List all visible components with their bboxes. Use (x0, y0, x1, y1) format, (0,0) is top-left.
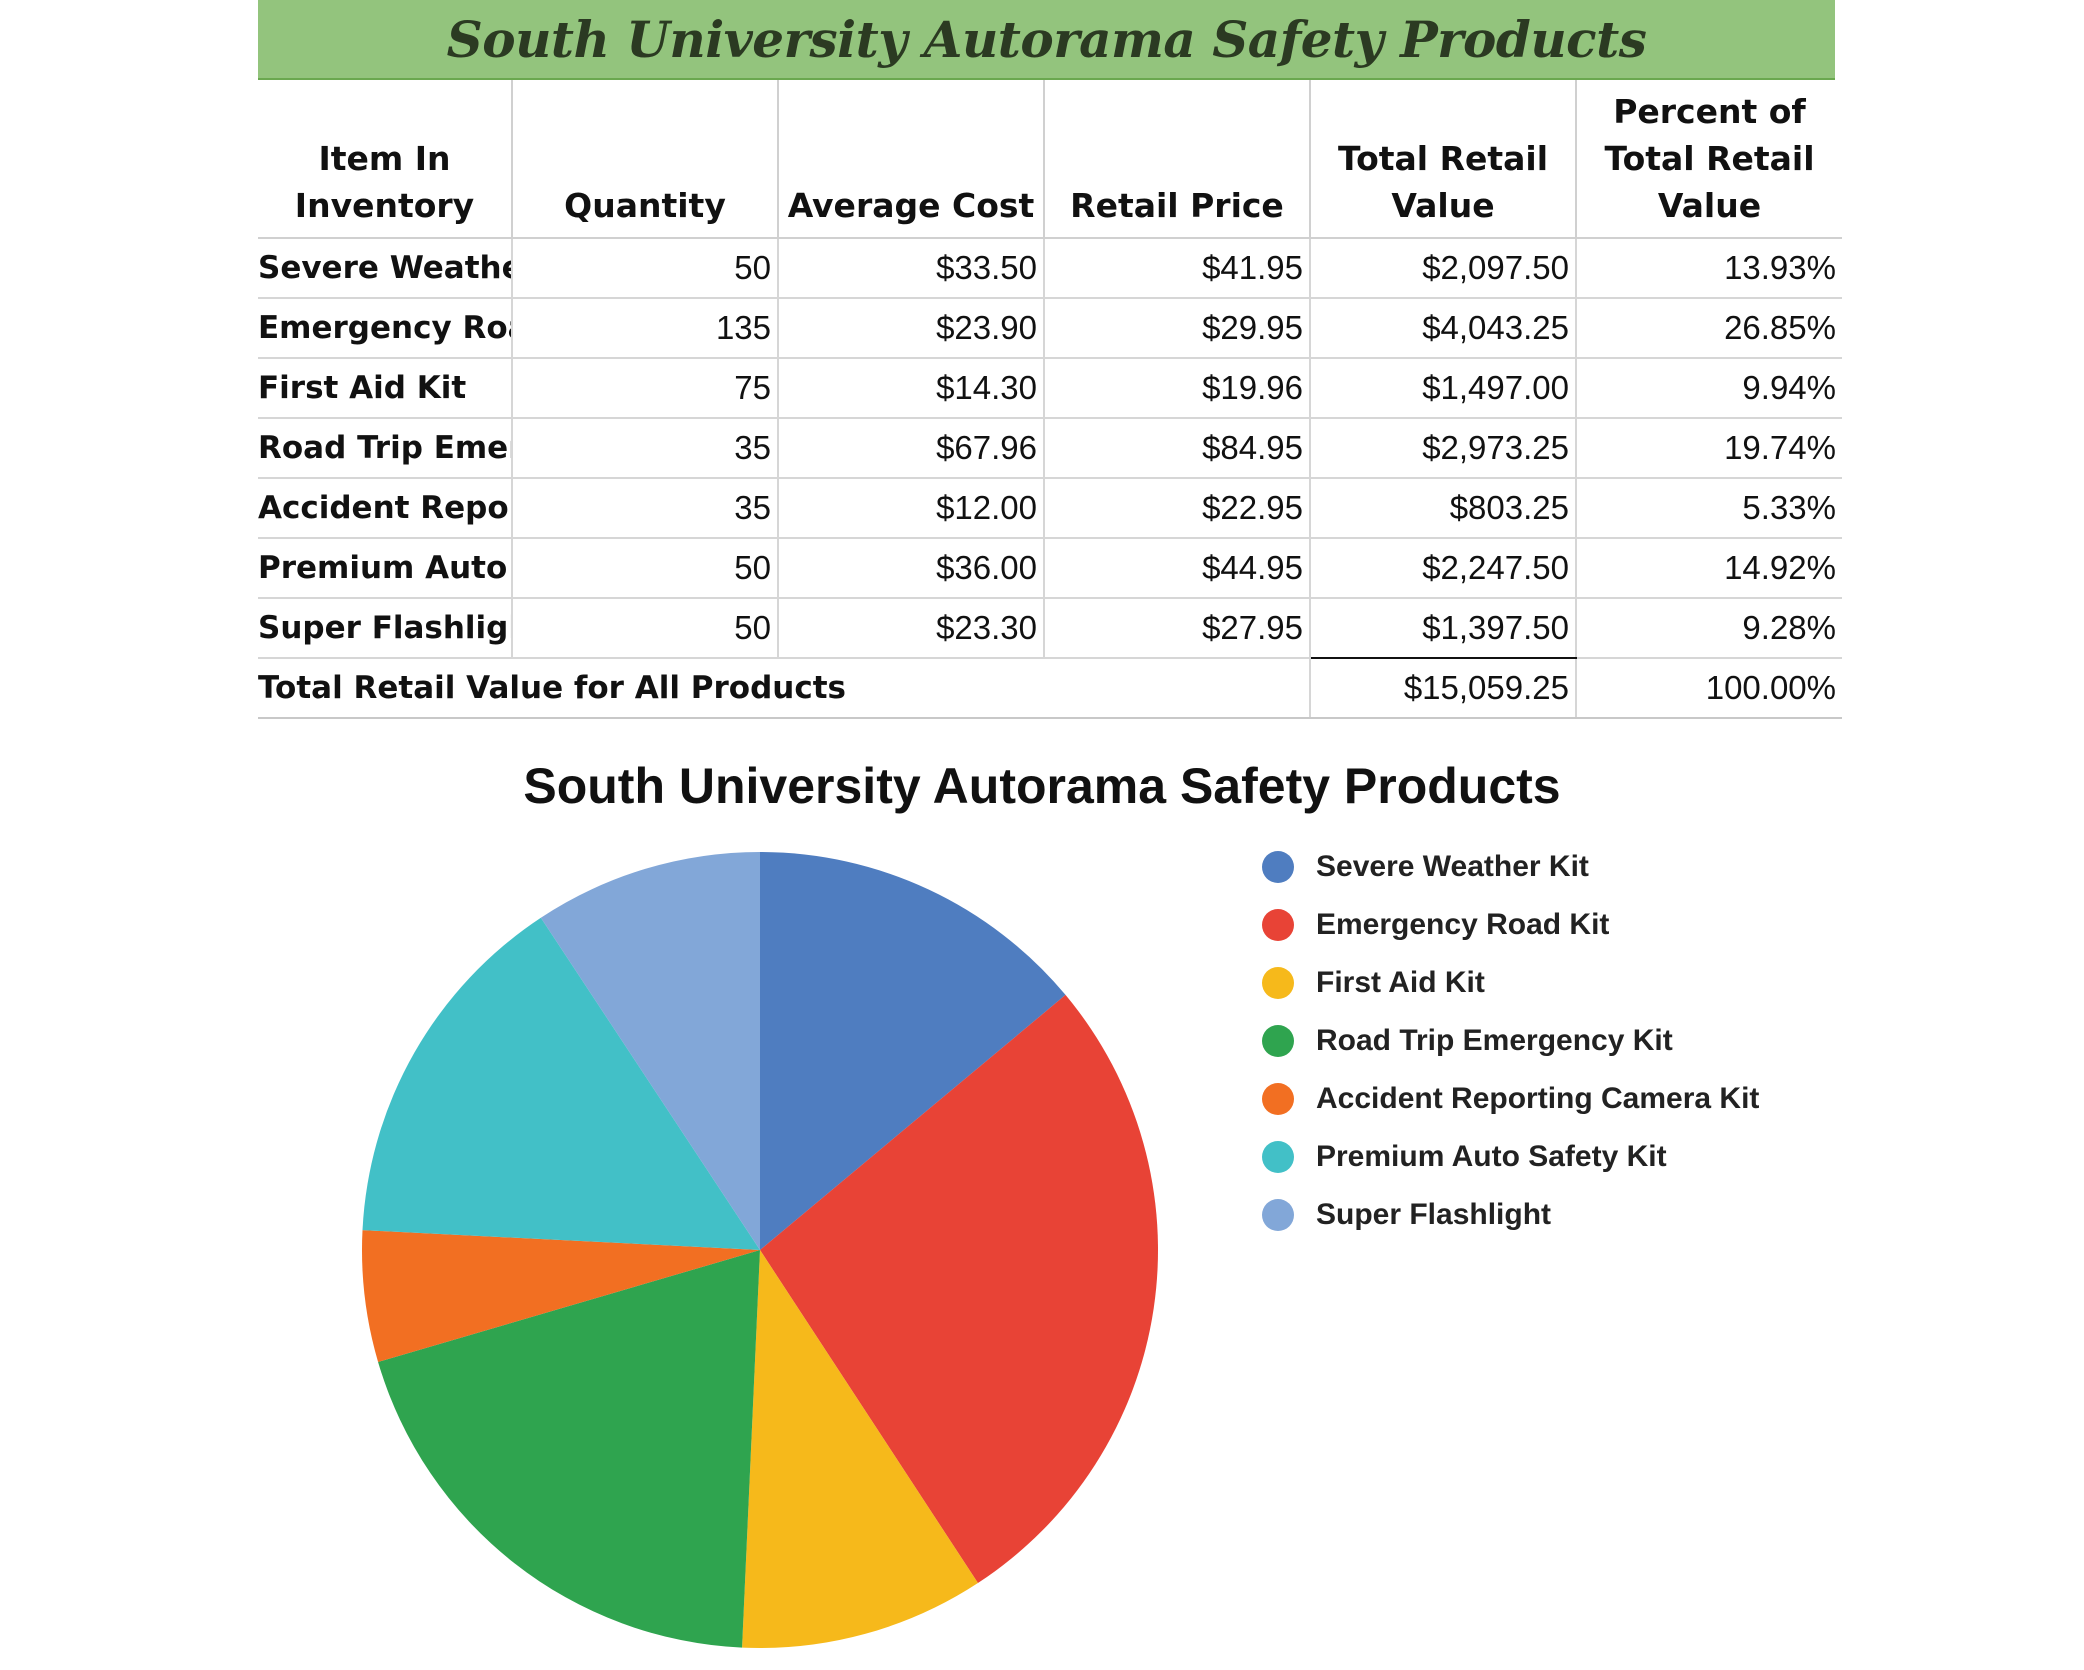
cell-quantity[interactable]: 50 (512, 238, 779, 299)
cell-average-cost[interactable]: $36.00 (778, 538, 1045, 599)
legend-swatch (1262, 1025, 1294, 1057)
table-row: First Aid Kit 75 $14.30 $19.96 $1,497.00… (258, 358, 1842, 419)
legend-label: Emergency Road Kit (1316, 908, 1610, 941)
cell-total-retail-value[interactable]: $2,097.50 (1310, 238, 1577, 299)
cell-percent[interactable]: 9.28% (1576, 598, 1842, 659)
cell-quantity[interactable]: 50 (512, 598, 779, 659)
cell-average-cost[interactable]: $23.30 (778, 598, 1045, 659)
legend-swatch (1262, 967, 1294, 999)
cell-average-cost[interactable]: $67.96 (778, 418, 1045, 479)
legend-label: Premium Auto Safety Kit (1316, 1140, 1667, 1173)
cell-total-retail-value[interactable]: $4,043.25 (1310, 298, 1577, 359)
pie-slice-severe-weather-kit[interactable] (760, 852, 1066, 1250)
cell-percent[interactable]: 19.74% (1576, 418, 1842, 479)
header-item: Item In Inventory (258, 80, 513, 239)
table-row: Emergency Roac 135 $23.90 $29.95 $4,043.… (258, 298, 1842, 359)
pie-chart (362, 852, 1159, 1649)
cell-average-cost[interactable]: $14.30 (778, 358, 1045, 419)
cell-item[interactable]: Severe Weather (258, 238, 513, 299)
cell-average-cost[interactable]: $33.50 (778, 238, 1045, 299)
cell-item[interactable]: First Aid Kit (258, 358, 513, 419)
pie-slice-super-flashlight[interactable] (540, 852, 760, 1250)
cell-total-retail-value[interactable]: $803.25 (1310, 478, 1577, 539)
sheet-title-banner: South University Autorama Safety Product… (258, 0, 1835, 80)
table-row: Super Flashlight 50 $23.30 $27.95 $1,397… (258, 598, 1842, 659)
cell-total-retail-value[interactable]: $1,397.50 (1310, 598, 1577, 659)
header-retail-price: Retail Price (1044, 80, 1311, 239)
cell-quantity[interactable]: 75 (512, 358, 779, 419)
legend-label: Accident Reporting Camera Kit (1316, 1082, 1760, 1115)
legend-label: Road Trip Emergency Kit (1316, 1024, 1673, 1057)
cell-total-retail-value[interactable]: $1,497.00 (1310, 358, 1577, 419)
legend-label: First Aid Kit (1316, 966, 1485, 999)
table-row: Severe Weather 50 $33.50 $41.95 $2,097.5… (258, 238, 1842, 299)
pie-slice-emergency-road-kit[interactable] (760, 994, 1159, 1584)
cell-retail-price[interactable]: $22.95 (1044, 478, 1311, 539)
legend-label: Severe Weather Kit (1316, 850, 1589, 883)
header-average-cost: Average Cost (778, 80, 1045, 239)
cell-quantity[interactable]: 135 (512, 298, 779, 359)
cell-retail-price[interactable]: $29.95 (1044, 298, 1311, 359)
legend-item-emergency-road-kit[interactable]: Emergency Road Kit (1262, 896, 1759, 954)
cell-item[interactable]: Emergency Roac (258, 298, 513, 359)
cell-item[interactable]: Road Trip Emerg (258, 418, 513, 479)
cell-percent[interactable]: 14.92% (1576, 538, 1842, 599)
cell-average-cost[interactable]: $23.90 (778, 298, 1045, 359)
cell-quantity[interactable]: 50 (512, 538, 779, 599)
cell-retail-price[interactable]: $44.95 (1044, 538, 1311, 599)
spreadsheet: South University Autorama Safety Product… (258, 0, 1842, 719)
cell-empty[interactable] (1044, 658, 1311, 719)
legend-item-first-aid-kit[interactable]: First Aid Kit (1262, 954, 1759, 1012)
header-percent-total: Percent of Total Retail Value (1576, 80, 1842, 239)
legend-item-severe-weather-kit[interactable]: Severe Weather Kit (1262, 838, 1759, 896)
cell-retail-price[interactable]: $19.96 (1044, 358, 1311, 419)
table-row: Accident Report 35 $12.00 $22.95 $803.25… (258, 478, 1842, 539)
cell-percent[interactable]: 26.85% (1576, 298, 1842, 359)
legend-swatch (1262, 1083, 1294, 1115)
total-label[interactable]: Total Retail Value for All Products (258, 658, 1044, 719)
total-row: Total Retail Value for All Products $15,… (258, 658, 1842, 719)
cell-retail-price[interactable]: $41.95 (1044, 238, 1311, 299)
table-row: Premium Auto S 50 $36.00 $44.95 $2,247.5… (258, 538, 1842, 599)
cell-average-cost[interactable]: $12.00 (778, 478, 1045, 539)
cell-retail-price[interactable]: $27.95 (1044, 598, 1311, 659)
cell-item[interactable]: Super Flashlight (258, 598, 513, 659)
legend-item-super-flashlight[interactable]: Super Flashlight (1262, 1186, 1759, 1244)
table-header-row: Item In Inventory Quantity Average Cost … (258, 80, 1842, 239)
cell-total-retail-value[interactable]: $2,973.25 (1310, 418, 1577, 479)
chart-title: South University Autorama Safety Product… (523, 758, 1561, 814)
cell-percent[interactable]: 9.94% (1576, 358, 1842, 419)
pie-slice-first-aid-kit[interactable] (742, 1250, 978, 1649)
cell-item[interactable]: Accident Report (258, 478, 513, 539)
total-percent[interactable]: 100.00% (1576, 658, 1842, 719)
inventory-table: Item In Inventory Quantity Average Cost … (258, 80, 1842, 719)
cell-percent[interactable]: 13.93% (1576, 238, 1842, 299)
table-row: Road Trip Emerg 35 $67.96 $84.95 $2,973.… (258, 418, 1842, 479)
legend-swatch (1262, 1141, 1294, 1173)
legend-swatch (1262, 851, 1294, 883)
legend-swatch (1262, 1199, 1294, 1231)
pie-slice-road-trip-emergency-kit[interactable] (378, 1250, 760, 1648)
legend-item-premium-auto-safety-kit[interactable]: Premium Auto Safety Kit (1262, 1128, 1759, 1186)
cell-total-retail-value[interactable]: $2,247.50 (1310, 538, 1577, 599)
cell-percent[interactable]: 5.33% (1576, 478, 1842, 539)
header-quantity: Quantity (512, 80, 779, 239)
cell-retail-price[interactable]: $84.95 (1044, 418, 1311, 479)
legend-label: Super Flashlight (1316, 1198, 1552, 1231)
pie-slice-premium-auto-safety-kit[interactable] (362, 917, 761, 1250)
sheet-title: South University Autorama Safety Product… (446, 9, 1647, 69)
cell-item[interactable]: Premium Auto S (258, 538, 513, 599)
legend-swatch (1262, 909, 1294, 941)
header-total-retail-value: Total Retail Value (1310, 80, 1577, 239)
total-retail-value[interactable]: $15,059.25 (1310, 658, 1577, 719)
chart-legend: Severe Weather Kit Emergency Road Kit Firs… (1262, 838, 1759, 1244)
cell-quantity[interactable]: 35 (512, 478, 779, 539)
legend-item-accident-reporting-camera-kit[interactable]: Accident Reporting Camera Kit (1262, 1070, 1759, 1128)
pie-slice-accident-reporting-camera-kit[interactable] (362, 1230, 760, 1362)
legend-item-road-trip-emergency-kit[interactable]: Road Trip Emergency Kit (1262, 1012, 1759, 1070)
cell-quantity[interactable]: 35 (512, 418, 779, 479)
